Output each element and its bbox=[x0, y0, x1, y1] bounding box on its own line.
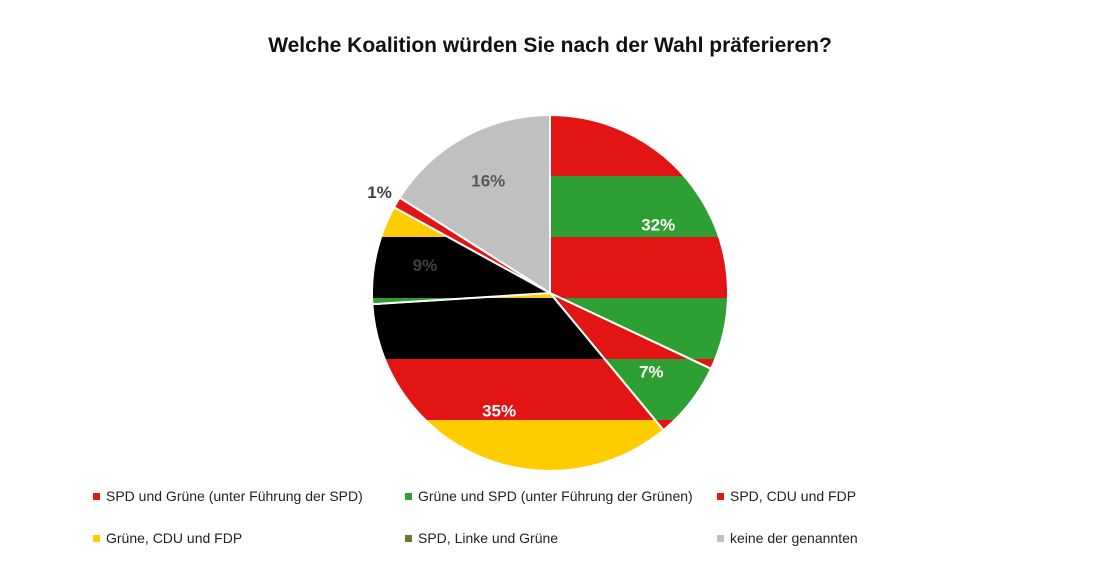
data-label: 7% bbox=[639, 363, 664, 382]
legend-item: Grüne, CDU und FDP bbox=[93, 528, 242, 548]
legend-swatch bbox=[717, 534, 724, 542]
legend-swatch bbox=[405, 492, 412, 500]
chart-title: Welche Koalition würden Sie nach der Wah… bbox=[268, 34, 832, 57]
legend-item: SPD, CDU und FDP bbox=[717, 486, 856, 506]
data-label: 9% bbox=[413, 256, 438, 275]
legend-item: keine der genannten bbox=[717, 528, 858, 548]
legend-item: Grüne und SPD (unter Führung der Grünen) bbox=[405, 486, 693, 506]
legend-label: Grüne und SPD (unter Führung der Grünen) bbox=[418, 488, 693, 504]
legend-label: SPD, CDU und FDP bbox=[730, 488, 857, 504]
pie-slice bbox=[549, 113, 729, 371]
legend-label: keine der genannten bbox=[730, 530, 858, 546]
legend-item: SPD und Grüne (unter Führung der SPD) bbox=[93, 486, 363, 506]
legend-swatch bbox=[405, 534, 412, 542]
legend-item: SPD, Linke und Grüne bbox=[405, 528, 558, 548]
data-label: 1% bbox=[367, 183, 392, 202]
pie-slice bbox=[371, 291, 665, 472]
pie-slice bbox=[371, 205, 554, 306]
data-label: 32% bbox=[641, 215, 675, 234]
legend-swatch bbox=[93, 534, 100, 542]
data-label: 35% bbox=[482, 402, 516, 421]
legend-swatch bbox=[717, 492, 724, 500]
pie-slice bbox=[398, 113, 551, 295]
legend-label: SPD, Linke und Grüne bbox=[418, 530, 559, 546]
legend-label: Grüne, CDU und FDP bbox=[106, 530, 243, 546]
legend-label: SPD und Grüne (unter Führung der SPD) bbox=[106, 488, 363, 504]
data-label: 16% bbox=[471, 172, 505, 191]
legend-swatch bbox=[93, 492, 100, 500]
